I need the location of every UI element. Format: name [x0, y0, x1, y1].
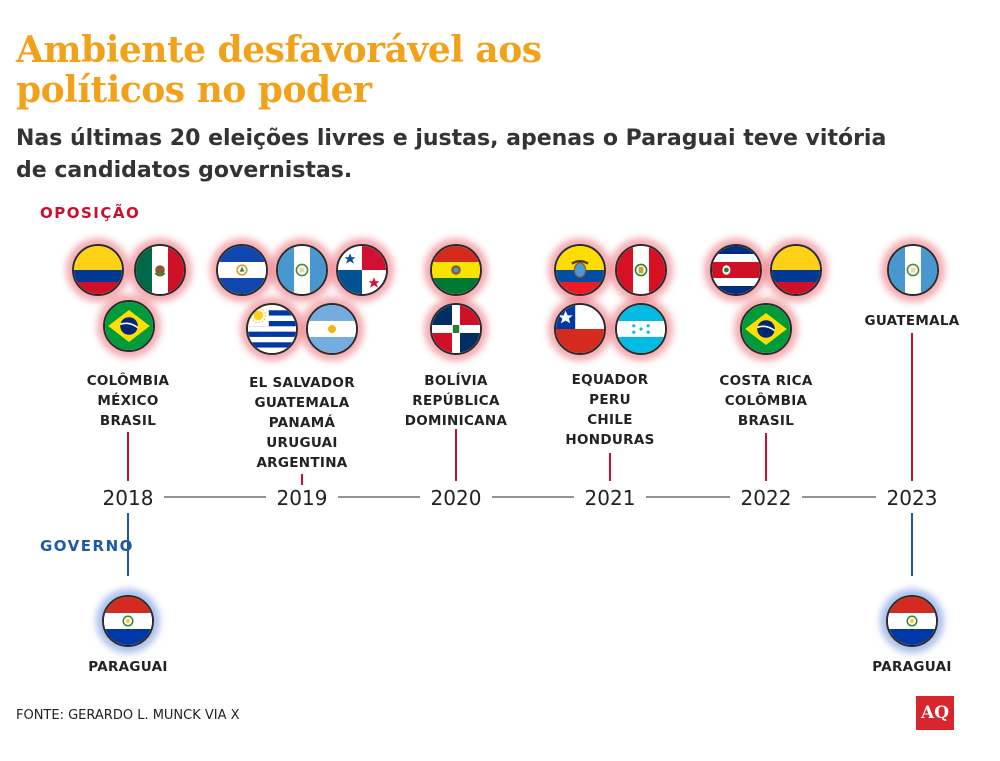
year-label-2022: 2022	[740, 486, 792, 510]
year-label-2018: 2018	[102, 486, 154, 510]
paraguay-flag-icon	[886, 595, 938, 647]
guatemala-flag-icon	[887, 244, 939, 296]
colombia-flag-icon	[72, 244, 124, 296]
honduras-flag-icon	[615, 303, 667, 355]
el-salvador-flag-icon	[216, 244, 268, 296]
uruguay-flag-icon	[246, 303, 298, 355]
country-name: GUATEMALA	[864, 313, 960, 329]
opposition-countries-2021: EQUADOR PERU CHILE HONDURAS	[525, 370, 695, 450]
country-name: PARAGUAI	[872, 659, 952, 675]
country-name: URUGUAI	[266, 435, 338, 451]
country-name: ARGENTINA	[256, 455, 348, 471]
opposition-countries-2023: GUATEMALA	[827, 311, 997, 331]
year-label-2021: 2021	[584, 486, 636, 510]
source-note: FONTE: GERARDO L. MUNCK VIA X	[16, 708, 240, 723]
country-name: EQUADOR	[571, 372, 649, 388]
country-name: REPÚBLICA	[412, 393, 500, 409]
country-name: COLÔMBIA	[86, 373, 170, 389]
country-name: DOMINICANA	[404, 413, 508, 429]
country-name: PERU	[589, 392, 631, 408]
brazil-flag-icon	[103, 300, 155, 352]
mexico-flag-icon	[134, 244, 186, 296]
country-name: COSTA RICA	[719, 373, 813, 389]
country-name: EL SALVADOR	[249, 375, 355, 391]
page-title: Ambiente desfavorável aos políticos no p…	[16, 29, 542, 111]
government-label: GOVERNO	[40, 537, 134, 555]
government-countries-2023: PARAGUAI	[847, 657, 977, 677]
bolivia-flag-icon	[430, 244, 482, 296]
argentina-flag-icon	[306, 303, 358, 355]
opposition-countries-2018: COLÔMBIA MÉXICO BRASIL	[43, 371, 213, 431]
country-name: PANAMÁ	[268, 415, 336, 431]
panama-flag-icon	[336, 244, 388, 296]
colombia-flag-icon	[770, 244, 822, 296]
aq-logo: AQ	[916, 696, 954, 730]
year-label-2020: 2020	[430, 486, 482, 510]
guatemala-flag-icon	[276, 244, 328, 296]
country-name: GUATEMALA	[254, 395, 350, 411]
chile-flag-icon	[554, 303, 606, 355]
page-subtitle: Nas últimas 20 eleições livres e justas,…	[16, 126, 887, 183]
paraguay-flag-icon	[102, 595, 154, 647]
year-label-2023: 2023	[886, 486, 938, 510]
country-name: HONDURAS	[565, 432, 655, 448]
country-name: COLÔMBIA	[724, 393, 808, 409]
year-label-2019: 2019	[276, 486, 328, 510]
opposition-countries-2020: BOLÍVIA REPÚBLICA DOMINICANA	[371, 371, 541, 431]
opposition-countries-2019: EL SALVADOR GUATEMALA PANAMÁ URUGUAI ARGENTI…	[217, 373, 387, 473]
ecuador-flag-icon	[554, 244, 606, 296]
peru-flag-icon	[615, 244, 667, 296]
costa-rica-flag-icon	[710, 244, 762, 296]
country-name: BOLÍVIA	[424, 373, 488, 389]
country-name: BRASIL	[737, 413, 795, 429]
opposition-countries-2022: COSTA RICA COLÔMBIA BRASIL	[681, 371, 851, 431]
country-name: CHILE	[587, 412, 633, 428]
opposition-label: OPOSIÇÃO	[40, 204, 141, 222]
brazil-flag-icon	[740, 303, 792, 355]
country-name: MÉXICO	[97, 393, 159, 409]
country-name: PARAGUAI	[88, 659, 168, 675]
country-name: BRASIL	[99, 413, 157, 429]
government-countries-2018: PARAGUAI	[63, 657, 193, 677]
dominican-republic-flag-icon	[430, 303, 482, 355]
